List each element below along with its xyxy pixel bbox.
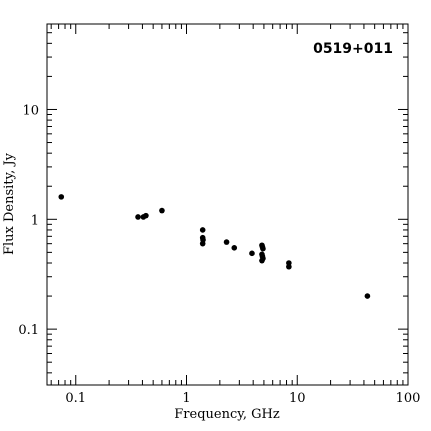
data-point [249,250,255,257]
data-point [143,212,149,219]
y-tick-label: 1 [31,213,39,228]
y-axis-label: Flux Density, Jy [2,152,17,255]
data-point [231,245,238,251]
x-tick-label: 1 [182,391,190,406]
data-point [58,194,65,200]
data-point [364,293,371,299]
data-point [286,263,292,270]
x-tick-label: 0.1 [65,391,86,406]
plot-frame [46,23,409,386]
data-point [260,245,266,252]
data-points [58,194,371,299]
x-axis-label: Frequency, GHz [174,407,280,422]
data-point [259,257,265,264]
x-tick-label: 100 [396,391,421,406]
data-point [135,214,141,220]
y-tick-label: 10 [22,103,39,118]
data-point [199,227,206,233]
chart-title: 0519+011 [313,41,393,57]
data-point [159,207,165,214]
data-point [223,239,230,245]
axis-ticks: 0.1 1 10 100 0.1 1 10 [18,23,421,406]
y-tick-label: 0.1 [18,323,39,338]
x-tick-label: 10 [289,391,306,406]
data-point [199,240,206,247]
